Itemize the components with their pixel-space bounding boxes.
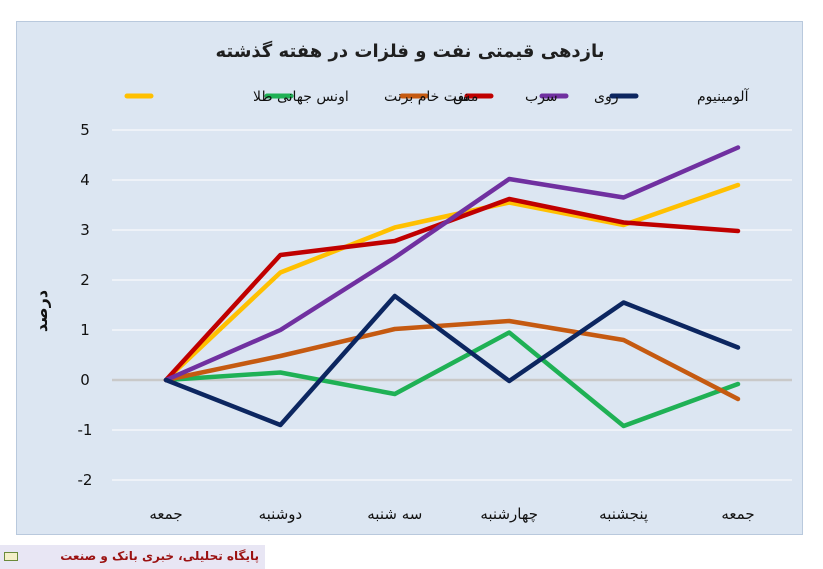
- series-line: [163, 293, 741, 428]
- x-axis-categories: جمعه دوشنبه سه شنبه چهارشنبه پنجشنبه جمعه: [149, 505, 754, 524]
- grid-lines: [112, 129, 792, 481]
- series-line: [163, 318, 741, 402]
- line-chart: بازدهی قیمتی نفت و فلزات در هفته گذشته 5…: [32, 40, 792, 524]
- series-line: [163, 330, 741, 429]
- y-tick-label: 1: [80, 321, 90, 339]
- legend-label: روی: [594, 89, 618, 105]
- footer-bar: پایگاه تحلیلی، خبری بانک و صنعت: [0, 545, 265, 569]
- series-lines: [163, 145, 741, 429]
- x-category-label: جمعه: [721, 505, 754, 523]
- y-tick-label: 5: [80, 121, 90, 139]
- x-category-label: چهارشنبه: [480, 505, 538, 523]
- series-line: [163, 145, 741, 383]
- x-category-label: دوشنبه: [259, 505, 303, 523]
- legend-label: مس: [453, 89, 478, 105]
- footer-source-text: پایگاه تحلیلی، خبری بانک و صنعت: [60, 549, 259, 563]
- y-tick-label: 0: [80, 371, 90, 389]
- legend-label: نفت خام برنت: [384, 89, 468, 105]
- series-line: [163, 182, 741, 383]
- x-category-label: جمعه: [149, 505, 182, 523]
- chart-panel: بازدهی قیمتی نفت و فلزات در هفته گذشته 5…: [16, 21, 803, 535]
- x-category-label: سه شنبه: [367, 505, 422, 523]
- y-tick-label: 4: [80, 171, 90, 189]
- x-category-label: پنجشنبه: [599, 505, 648, 524]
- chart-title: بازدهی قیمتی نفت و فلزات در هفته گذشته: [215, 40, 604, 62]
- legend-label: آلومینیوم: [697, 88, 750, 105]
- y-tick-label: -2: [78, 471, 93, 489]
- legend-label: سرب: [525, 89, 558, 105]
- y-tick-label: 3: [80, 221, 90, 239]
- y-tick-label: 2: [80, 271, 90, 289]
- y-tick-label: -1: [78, 421, 93, 439]
- y-axis-ticks: 5 4 3 2 1 0 -1 -2: [78, 121, 93, 489]
- flag-icon: [4, 552, 18, 561]
- y-axis-title: درصد: [32, 290, 51, 332]
- legend-label: اونس جهانی طلا: [253, 89, 349, 105]
